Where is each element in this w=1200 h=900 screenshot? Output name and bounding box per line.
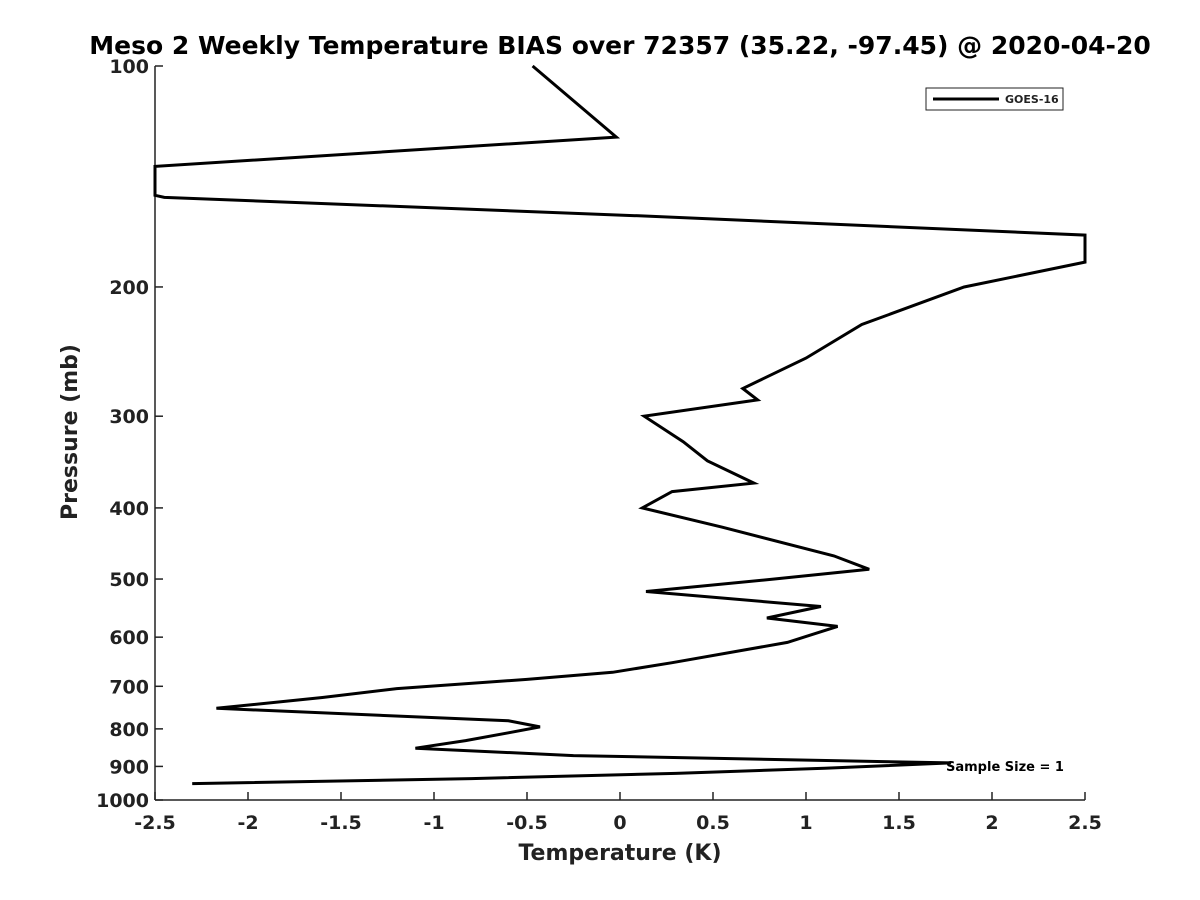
y-tick-label: 100: [109, 56, 149, 78]
x-tick-label: -2: [237, 812, 258, 834]
y-tick-label: 1000: [96, 790, 149, 812]
chart-title: Meso 2 Weekly Temperature BIAS over 7235…: [89, 31, 1150, 60]
x-tick-label: 0: [613, 812, 626, 834]
y-tick-label: 400: [109, 498, 149, 520]
x-axis-label: Temperature (K): [518, 841, 721, 866]
y-tick-label: 500: [109, 569, 149, 591]
y-axis-label: Pressure (mb): [58, 344, 83, 520]
x-tick-label: 2.5: [1068, 812, 1102, 834]
y-axis-ticks: 100 200 300 400 500 600 700 800 900 1000: [96, 56, 163, 812]
x-axis-ticks: -2.5 -2 -1.5 -1 -0.5 0 0.5 1 1.5 2 2.5: [134, 792, 1102, 834]
y-tick-label: 200: [109, 277, 149, 299]
x-tick-label: 1: [799, 812, 812, 834]
x-tick-label: -2.5: [134, 812, 176, 834]
y-tick-label: 900: [109, 756, 149, 778]
x-tick-label: 0.5: [696, 812, 730, 834]
legend-entry-goes-16: GOES-16: [1005, 93, 1059, 106]
series-line-goes-16: [153, 64, 1087, 786]
y-tick-label: 600: [109, 627, 149, 649]
sample-size-annotation: Sample Size = 1: [946, 760, 1064, 775]
legend: GOES-16: [925, 87, 1064, 111]
x-tick-label: -1: [423, 812, 444, 834]
y-tick-label: 300: [109, 406, 149, 428]
y-tick-label: 700: [109, 676, 149, 698]
plot-area: -2.5 -2 -1.5 -1 -0.5 0 0.5 1 1.5 2 2.5 100 200 300 40…: [96, 56, 1102, 834]
x-tick-label: -1.5: [320, 812, 362, 834]
x-tick-label: 1.5: [882, 812, 916, 834]
x-tick-label: -0.5: [506, 812, 548, 834]
x-tick-label: 2: [985, 812, 998, 834]
y-tick-label: 800: [109, 719, 149, 741]
